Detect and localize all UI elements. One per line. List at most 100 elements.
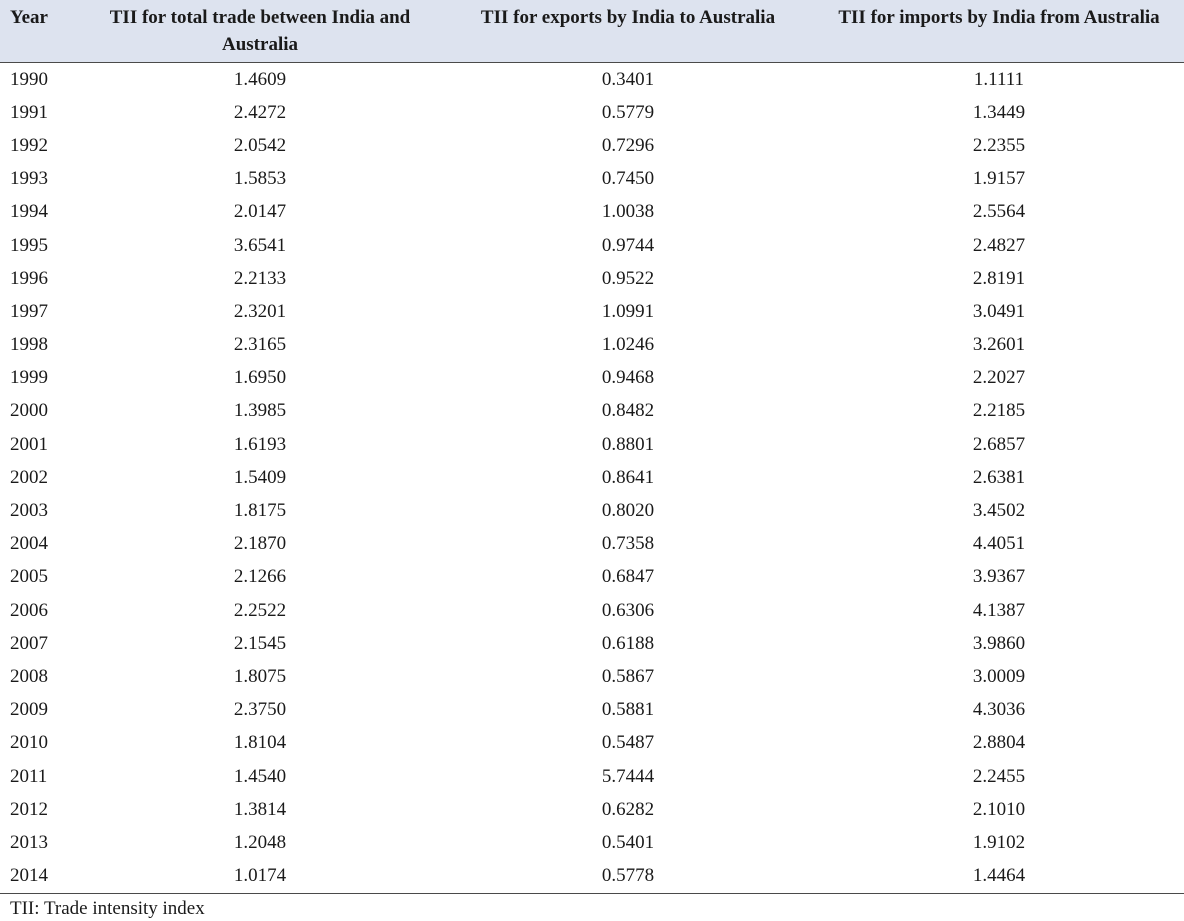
- cell-year: 2002: [10, 466, 48, 488]
- cell-total-trade: 1.5409: [233, 466, 287, 488]
- cell-year: 1992: [10, 134, 48, 156]
- cell-imports: 1.3449: [972, 101, 1026, 123]
- header-exports: TII for exports by India to Australia: [442, 0, 814, 63]
- cell-total-trade: 1.8104: [233, 732, 287, 754]
- table-footnote: TII: Trade intensity index: [10, 897, 205, 919]
- cell-exports: 0.8020: [601, 500, 655, 522]
- cell-year: 1999: [10, 367, 48, 389]
- cell-year: 2008: [10, 665, 48, 687]
- cell-year: 2004: [10, 533, 48, 555]
- cell-exports: 0.8801: [601, 433, 655, 455]
- table-row: 2003 1.8175 0.8020 3.4502: [0, 494, 1184, 527]
- cell-total-trade: 1.3985: [233, 400, 287, 422]
- cell-imports: 3.2601: [972, 334, 1026, 356]
- cell-exports: 0.6188: [601, 632, 655, 654]
- table-row: 1993 1.5853 0.7450 1.9157: [0, 163, 1184, 196]
- cell-year: 2011: [10, 765, 48, 787]
- cell-exports: 0.7296: [601, 134, 655, 156]
- cell-total-trade: 2.3201: [233, 300, 287, 322]
- cell-total-trade: 1.5853: [233, 168, 287, 190]
- table-row: 1998 2.3165 1.0246 3.2601: [0, 329, 1184, 362]
- cell-total-trade: 2.4272: [233, 101, 287, 123]
- table-row: 2014 1.0174 0.5778 1.4464: [0, 860, 1184, 894]
- cell-exports: 0.5881: [601, 699, 655, 721]
- cell-total-trade: 2.1870: [233, 533, 287, 555]
- cell-year: 1994: [10, 201, 48, 223]
- cell-total-trade: 1.8175: [233, 500, 287, 522]
- table-row: 1999 1.6950 0.9468 2.2027: [0, 362, 1184, 395]
- cell-imports: 3.0491: [972, 300, 1026, 322]
- cell-exports: 1.0991: [601, 300, 655, 322]
- cell-year: 2009: [10, 699, 48, 721]
- cell-total-trade: 2.2133: [233, 267, 287, 289]
- cell-exports: 0.9468: [601, 367, 655, 389]
- cell-imports: 2.4827: [972, 234, 1026, 256]
- table-row: 2001 1.6193 0.8801 2.6857: [0, 428, 1184, 461]
- cell-imports: 3.4502: [972, 500, 1026, 522]
- header-imports: TII for imports by India from Australia: [814, 0, 1184, 63]
- cell-exports: 0.9522: [601, 267, 655, 289]
- cell-year: 1996: [10, 267, 48, 289]
- cell-exports: 0.5401: [601, 831, 655, 853]
- table-row: 1990 1.4609 0.3401 1.1111: [0, 63, 1184, 97]
- table-row: 2002 1.5409 0.8641 2.6381: [0, 461, 1184, 494]
- cell-year: 1991: [10, 101, 48, 123]
- cell-exports: 0.6847: [601, 566, 655, 588]
- table-row: 2004 2.1870 0.7358 4.4051: [0, 528, 1184, 561]
- cell-year: 2005: [10, 566, 48, 588]
- table-row: 2010 1.8104 0.5487 2.8804: [0, 727, 1184, 760]
- table-row: 2007 2.1545 0.6188 3.9860: [0, 627, 1184, 660]
- cell-total-trade: 2.3750: [233, 699, 287, 721]
- table-row: 1996 2.2133 0.9522 2.8191: [0, 262, 1184, 295]
- cell-imports: 2.2027: [972, 367, 1026, 389]
- cell-exports: 1.0038: [601, 201, 655, 223]
- cell-imports: 1.9157: [972, 168, 1026, 190]
- cell-imports: 1.9102: [972, 831, 1026, 853]
- cell-exports: 0.5778: [601, 865, 655, 887]
- cell-year: 2000: [10, 400, 48, 422]
- cell-exports: 0.9744: [601, 234, 655, 256]
- cell-imports: 2.6857: [972, 433, 1026, 455]
- cell-total-trade: 1.4609: [233, 68, 287, 90]
- cell-imports: 3.9367: [972, 566, 1026, 588]
- cell-exports: 0.3401: [601, 68, 655, 90]
- cell-imports: 2.2185: [972, 400, 1026, 422]
- table-row: 2012 1.3814 0.6282 2.1010: [0, 793, 1184, 826]
- cell-total-trade: 1.0174: [233, 865, 287, 887]
- cell-exports: 0.6306: [601, 599, 655, 621]
- table-row: 1992 2.0542 0.7296 2.2355: [0, 129, 1184, 162]
- cell-total-trade: 2.2522: [233, 599, 287, 621]
- header-row: Year TII for total trade between India a…: [0, 0, 1184, 63]
- cell-imports: 2.6381: [972, 466, 1026, 488]
- cell-exports: 0.7358: [601, 533, 655, 555]
- cell-year: 1993: [10, 168, 48, 190]
- cell-imports: 3.0009: [972, 665, 1026, 687]
- cell-total-trade: 2.3165: [233, 334, 287, 356]
- cell-total-trade: 1.4540: [233, 765, 287, 787]
- header-total-trade: TII for total trade between India and Au…: [78, 0, 442, 63]
- cell-exports: 0.6282: [601, 798, 655, 820]
- cell-imports: 2.1010: [972, 798, 1026, 820]
- cell-exports: 0.8482: [601, 400, 655, 422]
- cell-exports: 5.7444: [601, 765, 655, 787]
- table-row: 2013 1.2048 0.5401 1.9102: [0, 826, 1184, 859]
- cell-exports: 0.5867: [601, 665, 655, 687]
- table-row: 2008 1.8075 0.5867 3.0009: [0, 660, 1184, 693]
- table-row: 2000 1.3985 0.8482 2.2185: [0, 395, 1184, 428]
- cell-year: 2010: [10, 732, 48, 754]
- cell-imports: 3.9860: [972, 632, 1026, 654]
- cell-total-trade: 2.1545: [233, 632, 287, 654]
- cell-imports: 2.2455: [972, 765, 1026, 787]
- cell-year: 2003: [10, 500, 48, 522]
- cell-year: 1995: [10, 234, 48, 256]
- cell-imports: 4.4051: [972, 533, 1026, 555]
- cell-year: 1998: [10, 334, 48, 356]
- cell-total-trade: 2.1266: [233, 566, 287, 588]
- cell-total-trade: 3.6541: [233, 234, 287, 256]
- table-row: 1991 2.4272 0.5779 1.3449: [0, 96, 1184, 129]
- cell-imports: 2.8804: [972, 732, 1026, 754]
- cell-exports: 0.5487: [601, 732, 655, 754]
- cell-imports: 4.1387: [972, 599, 1026, 621]
- cell-imports: 2.8191: [972, 267, 1026, 289]
